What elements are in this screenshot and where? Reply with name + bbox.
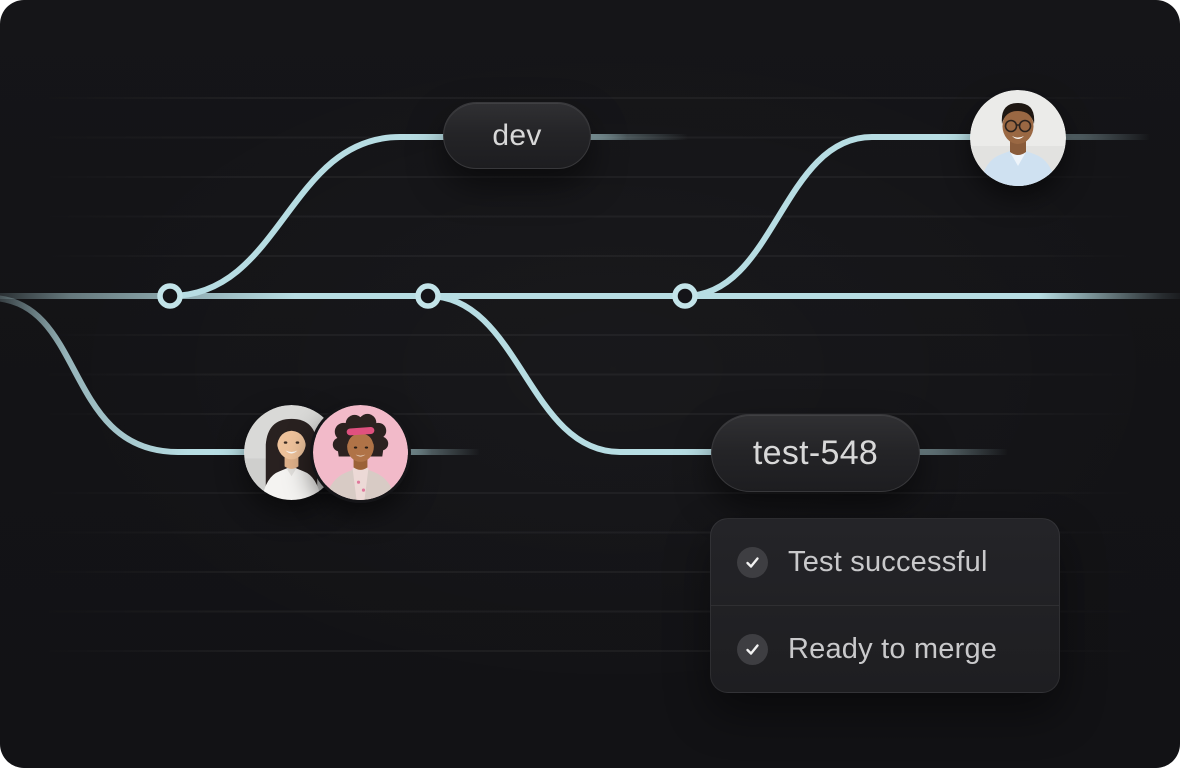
status-card: Test successful Ready to merge — [710, 518, 1060, 693]
status-row-ready-to-merge: Ready to merge — [711, 605, 1059, 692]
avatar-woman-pink-sunglasses-illustration — [313, 405, 408, 500]
status-row-test-successful: Test successful — [711, 519, 1059, 605]
dev-branch-merge-segment — [682, 134, 1151, 299]
commit-node-1 — [157, 283, 183, 309]
avatar-woman-pink-sunglasses — [310, 402, 411, 503]
check-icon — [737, 633, 768, 665]
commit-nodes — [157, 283, 698, 309]
test-branch-left-segment — [0, 295, 483, 455]
status-label: Test successful — [788, 545, 988, 578]
avatar-man-blue-shirt — [970, 90, 1066, 186]
avatar-man-illustration — [970, 90, 1066, 186]
branch-badge-test: test-548 — [711, 414, 920, 492]
branch-badge-dev-label: dev — [492, 118, 542, 152]
commit-node-2 — [415, 283, 441, 309]
status-label: Ready to merge — [788, 632, 998, 665]
commit-node-3 — [672, 283, 698, 309]
check-icon — [737, 546, 768, 578]
branch-badge-dev: dev — [443, 102, 591, 169]
dev-branch-fork — [167, 134, 583, 299]
test-branch-fork — [425, 293, 719, 455]
branch-badge-test-label: test-548 — [752, 433, 879, 472]
